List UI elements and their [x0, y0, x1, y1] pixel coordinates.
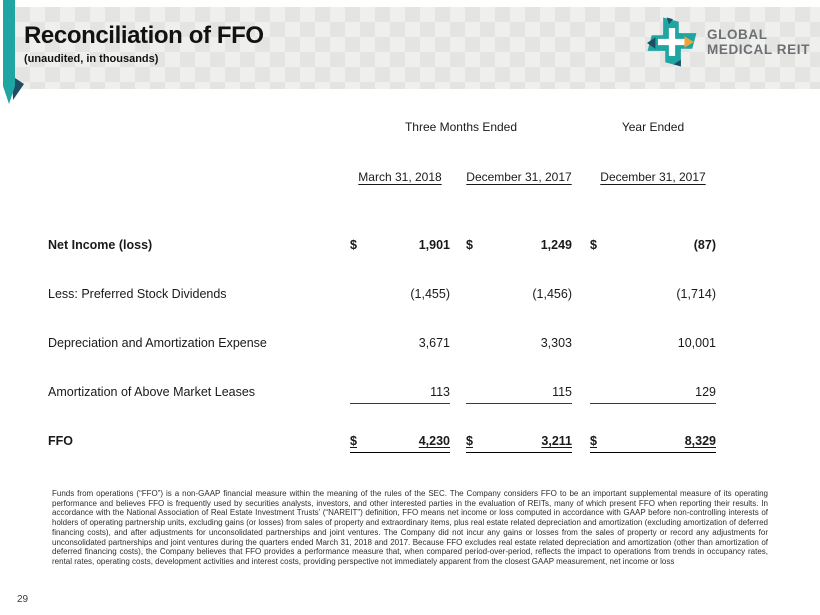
- value-cell: $1,901: [350, 238, 450, 257]
- company-logo: GLOBAL MEDICAL REIT: [646, 16, 810, 68]
- cell-value: 4,230: [418, 434, 450, 448]
- cell-value: 3,303: [540, 336, 572, 350]
- currency-symbol: $: [590, 238, 597, 252]
- currency-symbol: $: [466, 434, 473, 448]
- currency-symbol: $: [350, 434, 357, 448]
- value-cell: $1,249: [466, 238, 572, 257]
- value-cell: $3,211: [466, 434, 572, 453]
- currency-symbol: $: [350, 238, 357, 252]
- table-row: Depreciation and Amortization Expense 3,…: [48, 336, 716, 355]
- column-header-mar-2018: March 31, 2018: [358, 170, 442, 184]
- cell-value: (1,456): [532, 287, 572, 301]
- cell-value: (1,455): [410, 287, 450, 301]
- group-header-three-months: Three Months Ended: [404, 120, 518, 134]
- title-block: Reconciliation of FFO (unaudited, in tho…: [24, 22, 264, 65]
- currency-symbol: $: [590, 434, 597, 448]
- value-cell: 113: [350, 385, 450, 404]
- value-cell: $8,329: [590, 434, 716, 453]
- row-label-net-income: Net Income (loss): [48, 238, 153, 252]
- cell-value: 1,249: [540, 238, 572, 252]
- value-cell: 129: [590, 385, 716, 404]
- page-subtitle: (unaudited, in thousands): [24, 53, 159, 65]
- value-cell: 3,671: [350, 336, 450, 355]
- row-label-preferred-dividends: Less: Preferred Stock Dividends: [48, 287, 227, 301]
- group-header-row: Three Months Ended Year Ended: [48, 120, 716, 134]
- group-header-year-ended: Year Ended: [621, 120, 685, 134]
- company-name-line1: GLOBAL: [707, 27, 768, 42]
- page-title: Reconciliation of FFO: [24, 22, 264, 49]
- value-cell: (1,455): [350, 287, 450, 306]
- row-label-above-market-leases: Amortization of Above Market Leases: [48, 385, 256, 399]
- value-cell: (1,456): [466, 287, 572, 306]
- table-row-total: FFO $4,230 $3,211 $8,329: [48, 434, 716, 453]
- company-name: GLOBAL MEDICAL REIT: [707, 27, 810, 57]
- cell-value: 113: [430, 385, 450, 399]
- ffo-definition-footnote: Funds from operations (“FFO”) is a non-G…: [52, 489, 768, 566]
- cell-value: (87): [693, 238, 716, 252]
- value-cell: 10,001: [590, 336, 716, 355]
- cell-value: 115: [552, 385, 572, 399]
- cell-value: 8,329: [684, 434, 716, 448]
- table-row: Net Income (loss) $1,901 $1,249 $ (87): [48, 238, 716, 257]
- column-header-dec-2017-y: December 31, 2017: [600, 170, 706, 184]
- cell-value: 10,001: [677, 336, 716, 350]
- value-cell: 3,303: [466, 336, 572, 355]
- value-cell: $4,230: [350, 434, 450, 453]
- value-cell: $ (87): [590, 238, 716, 257]
- cell-value: 129: [695, 385, 716, 399]
- column-header-dec-2017-q: December 31, 2017: [466, 170, 572, 184]
- table-row: Amortization of Above Market Leases 113 …: [48, 385, 716, 404]
- ffo-reconciliation-table: Three Months Ended Year Ended March 31, …: [48, 120, 716, 453]
- cell-value: (1,714): [676, 287, 716, 301]
- row-label-ffo: FFO: [48, 434, 73, 448]
- company-name-line2: MEDICAL REIT: [707, 42, 810, 57]
- cell-value: 3,671: [418, 336, 450, 350]
- ribbon-arrow-icon: [3, 0, 24, 104]
- currency-symbol: $: [466, 238, 473, 252]
- cell-value: 3,211: [541, 434, 572, 448]
- medical-cross-logo-icon: [647, 17, 697, 67]
- value-cell: (1,714): [590, 287, 716, 306]
- column-header-row: March 31, 2018 December 31, 2017 Decembe…: [48, 170, 716, 184]
- table-row: Less: Preferred Stock Dividends (1,455) …: [48, 287, 716, 306]
- value-cell: 115: [466, 385, 572, 404]
- cell-value: 1,901: [418, 238, 450, 252]
- page-number: 29: [17, 594, 29, 605]
- row-label-depreciation-amortization: Depreciation and Amortization Expense: [48, 336, 267, 350]
